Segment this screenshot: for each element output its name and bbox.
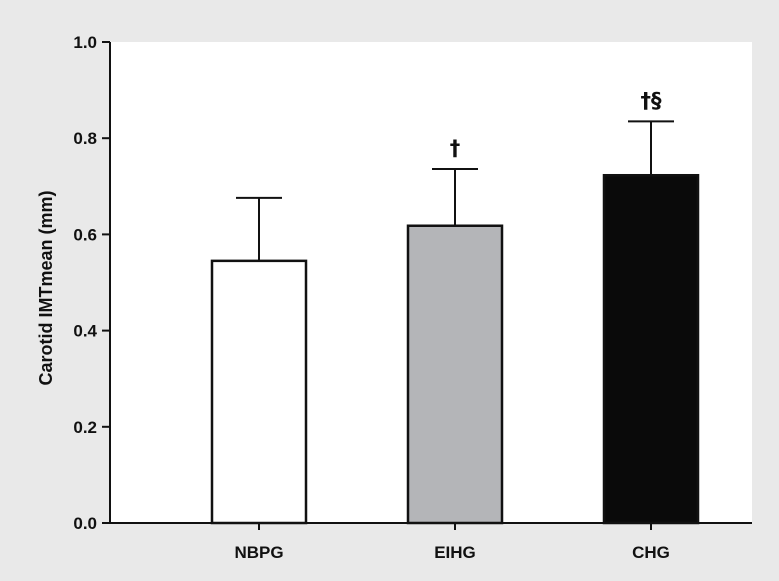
y-tick-label: 0.4 [73, 322, 97, 341]
bar-nbpg [210, 259, 308, 525]
y-tick-label: 0.2 [73, 418, 97, 437]
x-tick-label-eihg: EIHG [434, 543, 476, 562]
y-axis-label: Carotid IMTmean (mm) [36, 190, 56, 385]
bar-eihg [406, 224, 504, 525]
y-tick-label: 0.0 [73, 514, 97, 533]
annotation-chg: †§ [641, 88, 663, 112]
bar-chg [602, 173, 700, 525]
y-tick-label: 0.6 [73, 225, 97, 244]
error-bars-layer [236, 120, 674, 261]
y-tick-label: 0.8 [73, 129, 97, 148]
x-tick-label-nbpg: NBPG [234, 543, 283, 562]
annotation-eihg: † [450, 136, 461, 160]
annotations-layer: † †§ [450, 88, 662, 160]
x-labels-layer: NBPG EIHG CHG [234, 523, 670, 562]
x-tick-label-chg: CHG [632, 543, 670, 562]
y-ticks-layer: 0.0 0.2 0.4 0.6 0.8 1.0 [73, 33, 110, 533]
y-tick-label: 1.0 [73, 33, 97, 52]
axes-layer [109, 42, 752, 524]
